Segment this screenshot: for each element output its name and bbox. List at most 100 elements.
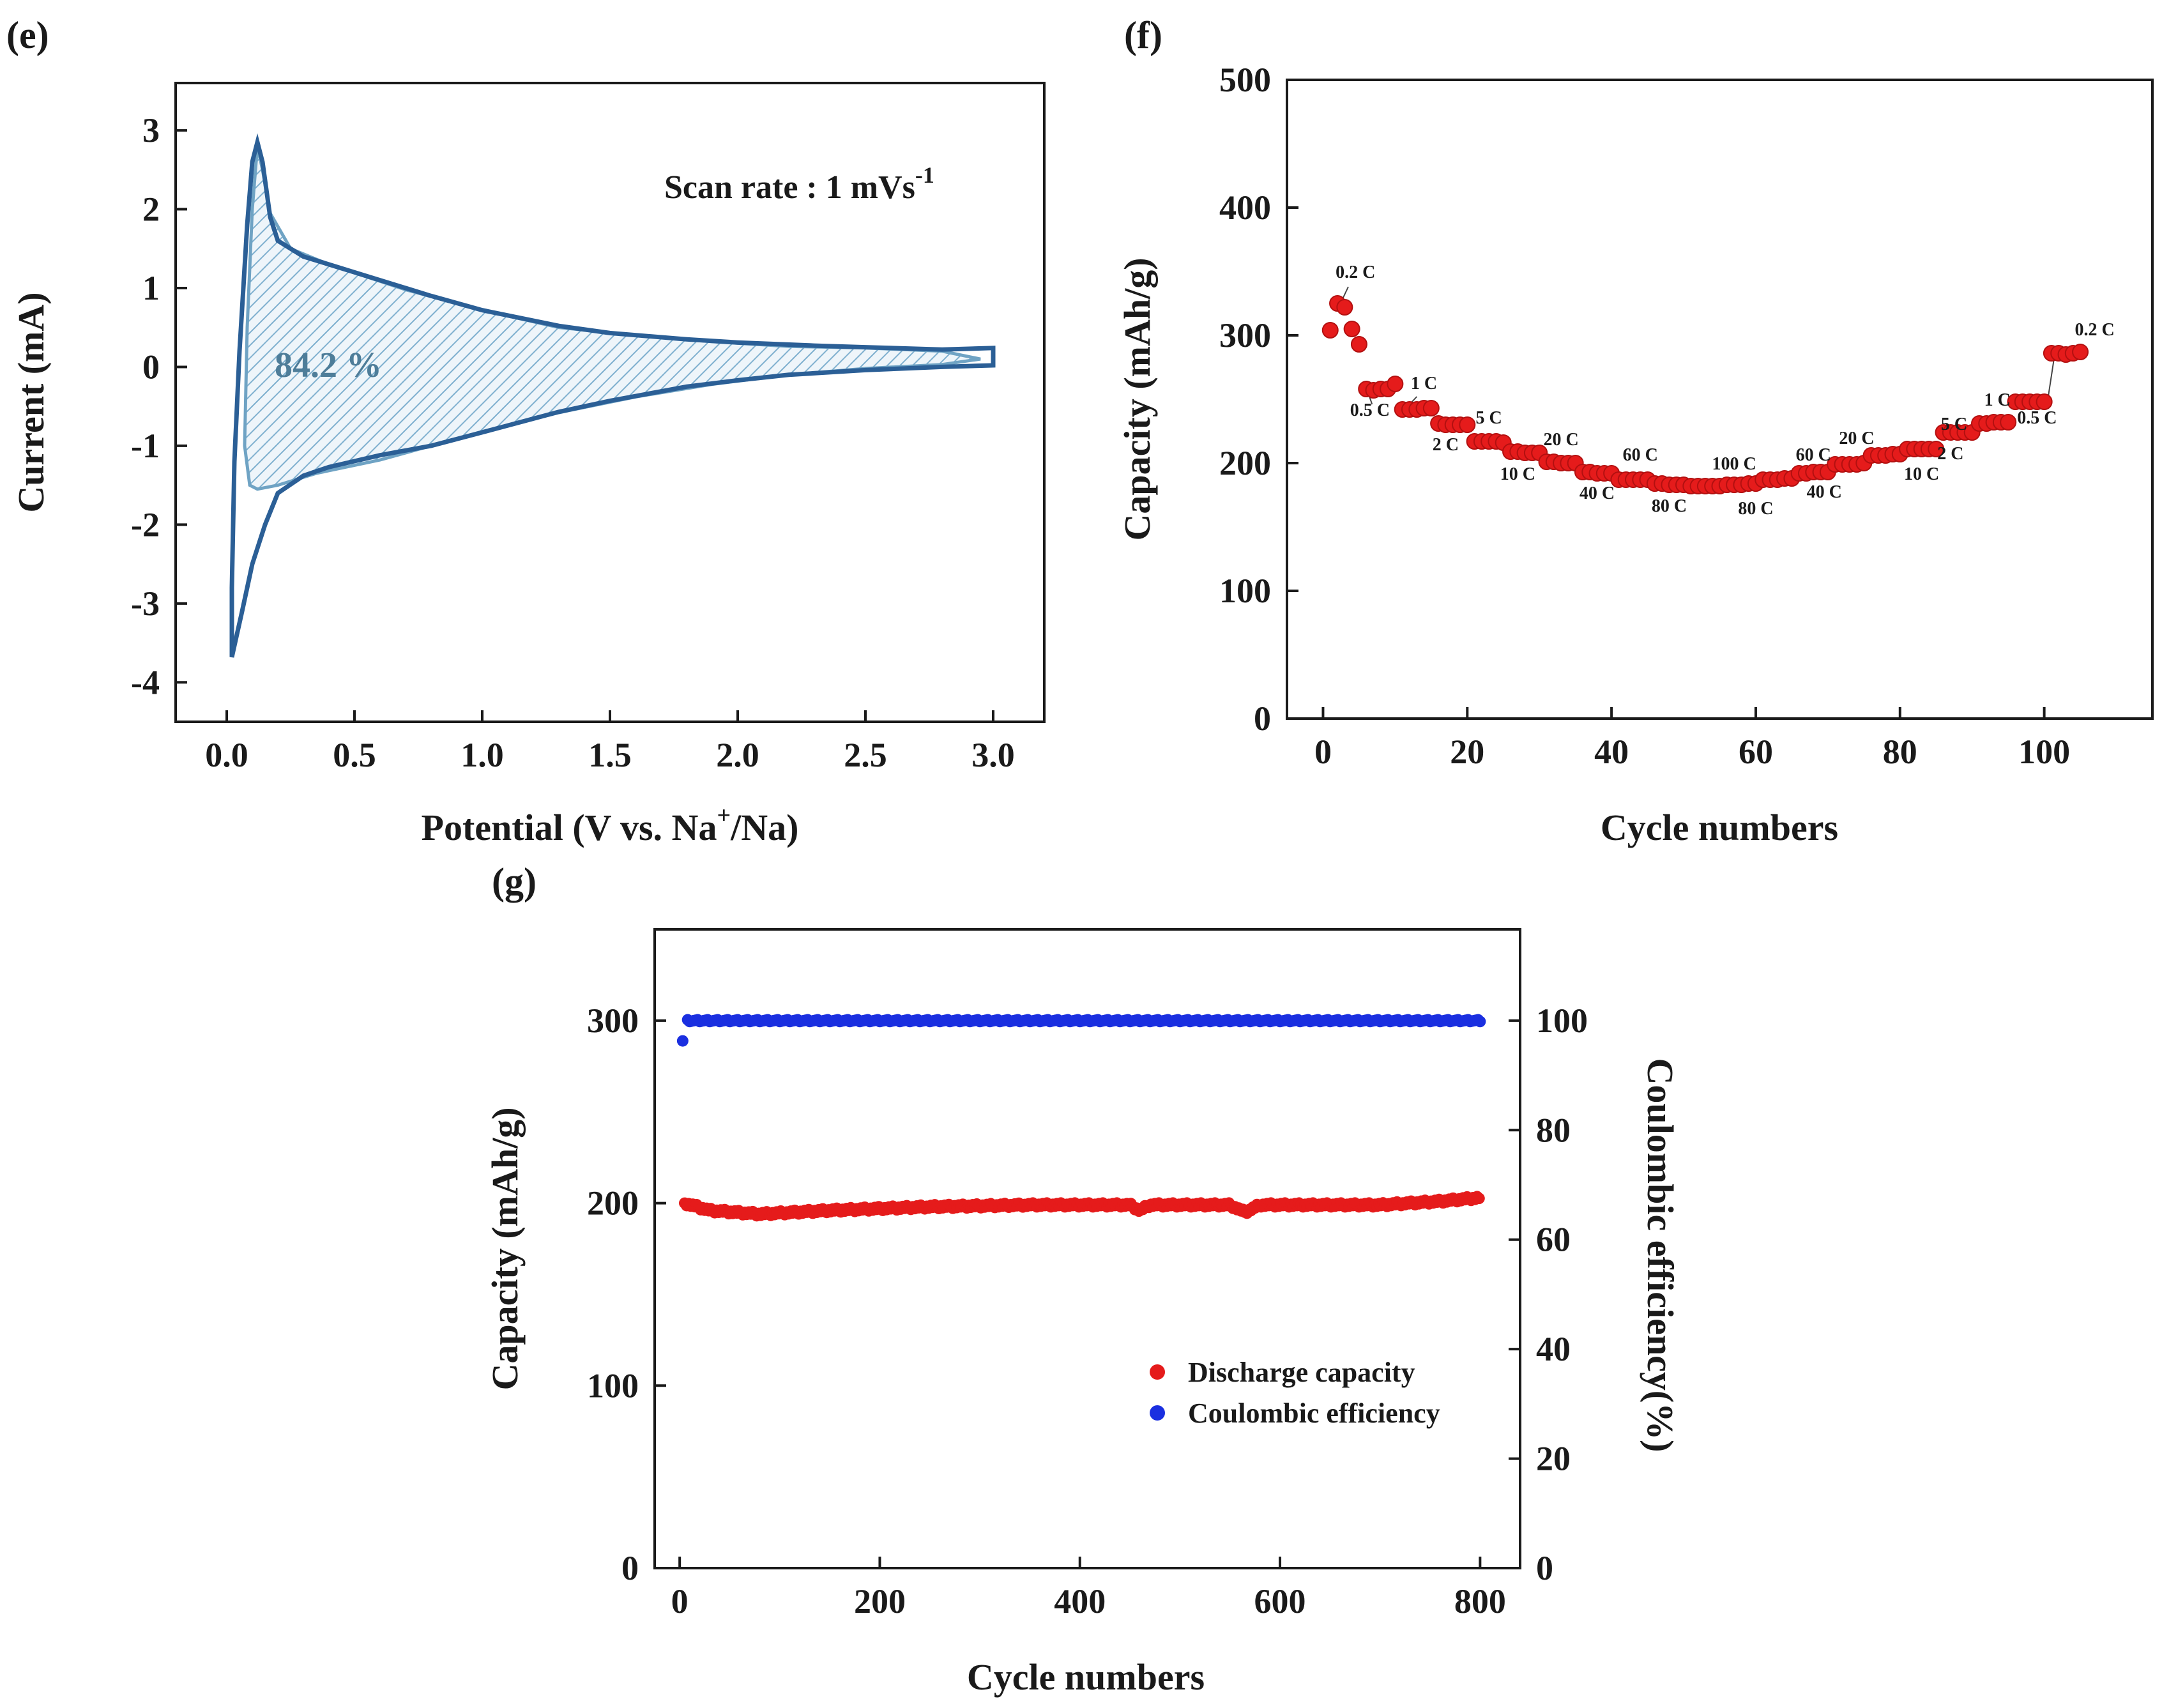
x-tick-label: 2.0: [716, 736, 759, 774]
rate-label: 80 C: [1738, 499, 1773, 519]
legend-discharge-marker: [1150, 1364, 1165, 1380]
panel-f-y-axis-label: Capacity (mAh/g): [1116, 257, 1158, 540]
capacitive-percent-label: 84.2 %: [275, 346, 382, 385]
x-tick-label: 0: [1314, 733, 1332, 771]
scan-rate-main: Scan rate : 1 mVs: [664, 169, 915, 206]
y-tick-label: 200: [587, 1184, 639, 1223]
y-tick-label: 1: [142, 269, 160, 307]
y-tick-label: 2: [142, 190, 160, 229]
x-tick-label: 0: [671, 1582, 689, 1620]
panel-g-left-y-ticks: 300 200 100 0: [587, 1002, 666, 1587]
y-tick-label: 400: [1219, 188, 1271, 227]
x-tick-label: 1.5: [588, 736, 632, 774]
x-tick-label: 20: [1450, 733, 1484, 771]
rate-label-leaders: [1340, 286, 2056, 409]
rate-label: 0.5 C: [1350, 400, 1390, 420]
legend-discharge-label: Discharge capacity: [1188, 1357, 1415, 1388]
y-tick-label: 0: [1254, 699, 1271, 738]
discharge-capacity-point: [1473, 1193, 1485, 1205]
y-tick-label: 100: [587, 1366, 639, 1405]
panel-g-frame: [653, 928, 1521, 1569]
legend-coulombic-label: Coulombic efficiency: [1188, 1398, 1440, 1429]
rate-label: 60 C: [1796, 445, 1831, 465]
coulombic-efficiency-point: [1474, 1016, 1486, 1028]
rate-label: 2 C: [1937, 444, 1963, 464]
panel-e-label: (e): [6, 14, 49, 56]
rate-label: 60 C: [1623, 445, 1658, 465]
rate-label: 10 C: [1904, 464, 1939, 484]
y-tick-label: 100: [1536, 1002, 1588, 1040]
rate-labels: 0.2 C 0.5 C 1 C 2 C 5 C 10 C 20 C 40 C 60 C 80 C 1…: [1336, 263, 2115, 519]
panel-e-plot: [229, 133, 996, 658]
capacity-point: [1336, 299, 1353, 316]
panel-f-y-ticks: 500 400 300 200 100 0: [1219, 61, 1298, 738]
scan-rate-annotation: Scan rate : 1 mVs-1: [664, 162, 934, 206]
capacity-point: [1422, 400, 1440, 416]
rate-label: 40 C: [1807, 482, 1842, 502]
capacity-point: [1343, 321, 1360, 337]
rate-label: 2 C: [1433, 435, 1459, 455]
x-tick-label: 60: [1739, 733, 1773, 771]
rate-label: 40 C: [1580, 484, 1615, 503]
x-tick-label: 800: [1454, 1582, 1506, 1620]
e-xlabel-main: Potential (V vs. Na: [422, 807, 717, 848]
x-tick-label: 40: [1594, 733, 1629, 771]
y-tick-label: -2: [131, 505, 160, 544]
capacitive-fill-area: [245, 146, 980, 489]
panel-e-y-axis-label: Current (mA): [10, 292, 52, 512]
rate-label: 0.5 C: [2017, 408, 2057, 428]
x-tick-label: 3.0: [971, 736, 1015, 774]
y-tick-label: 3: [142, 111, 160, 149]
capacity-point: [1321, 322, 1339, 339]
x-tick-label: 0.0: [205, 736, 248, 774]
panel-e-x-axis-label: Potential (V vs. Na+/Na): [422, 802, 799, 848]
panel-e: (e) 0.0 0.5 1.0 1.5 2.0 2.5 3.0 3 2 1 0 -1 -2 -3 -4 P…: [6, 14, 1046, 848]
panel-e-x-ticks: 0.0 0.5 1.0 1.5 2.0 2.5 3.0: [205, 710, 1015, 774]
y-tick-label: 40: [1536, 1330, 1571, 1368]
panel-g-label: (g): [492, 860, 537, 903]
y-tick-label: -3: [131, 584, 160, 623]
y-tick-label: 0: [1536, 1549, 1553, 1587]
rate-label: 1 C: [1984, 390, 2011, 410]
panel-g-y-axis-label: Capacity (mAh/g): [484, 1107, 526, 1390]
panel-f-x-axis-label: Cycle numbers: [1601, 807, 1838, 848]
x-tick-label: 600: [1254, 1582, 1306, 1620]
x-tick-label: 400: [1054, 1582, 1106, 1620]
coulombic-efficiency-point: [676, 1035, 689, 1047]
rate-label: 0.2 C: [1336, 263, 1375, 282]
x-tick-label: 0.5: [333, 736, 376, 774]
capacity-point: [1350, 336, 1367, 353]
x-tick-label: 100: [2018, 733, 2070, 771]
rate-label: 20 C: [1839, 429, 1874, 448]
y-tick-label: 60: [1536, 1221, 1571, 1259]
x-tick-label: 2.5: [844, 736, 887, 774]
legend-coulombic-marker: [1150, 1405, 1165, 1421]
y-tick-label: 0: [621, 1549, 639, 1587]
rate-label: 1 C: [1411, 374, 1437, 393]
y-tick-label: 80: [1536, 1111, 1571, 1149]
y-tick-label: 300: [1219, 316, 1271, 355]
panel-g-right-y-ticks: 100 80 60 40 20 0: [1509, 1002, 1588, 1587]
e-xlabel-tail: /Na): [730, 807, 798, 848]
capacity-point: [1387, 376, 1404, 392]
panel-g-x-axis-label: Cycle numbers: [967, 1656, 1205, 1698]
y-tick-label: 20: [1536, 1440, 1571, 1478]
capacity-point: [1459, 416, 1476, 433]
y-tick-label: 300: [587, 1002, 639, 1040]
x-tick-label: 1.0: [461, 736, 504, 774]
x-tick-label: 80: [1883, 733, 1917, 771]
panel-g-legend: Discharge capacity Coulombic efficiency: [1150, 1357, 1440, 1429]
capacity-point: [2036, 393, 2053, 410]
capacity-point: [1928, 441, 1945, 457]
panel-g-right-axis-label: Coulombic efficiency(%): [1640, 1058, 1681, 1453]
capacity-point: [2000, 414, 2017, 431]
y-tick-label: -1: [131, 427, 160, 465]
y-tick-label: 200: [1219, 444, 1271, 482]
y-tick-label: -4: [131, 663, 160, 701]
rate-capacity-points: [1321, 295, 2089, 494]
y-tick-label: 100: [1219, 572, 1271, 610]
panel-e-y-ticks: 3 2 1 0 -1 -2 -3 -4: [131, 111, 187, 701]
panel-f-frame: [1286, 79, 2154, 720]
